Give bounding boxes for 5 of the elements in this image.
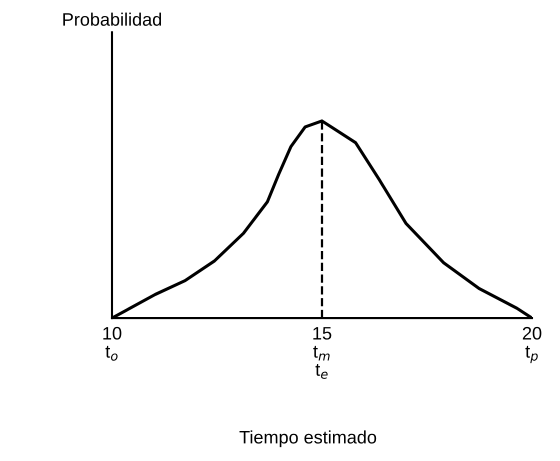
x-tick-label: 15 t$_{m}$ t$_{e}$ [313,327,332,379]
text: Probabilidad [63,12,162,26]
x-axis-title: Tiempo estimado [240,430,376,448]
x-tick-label: 10 t$_{o}$ [103,326,122,361]
x-tick-label: 20 t$_{p}$ [522,326,542,364]
